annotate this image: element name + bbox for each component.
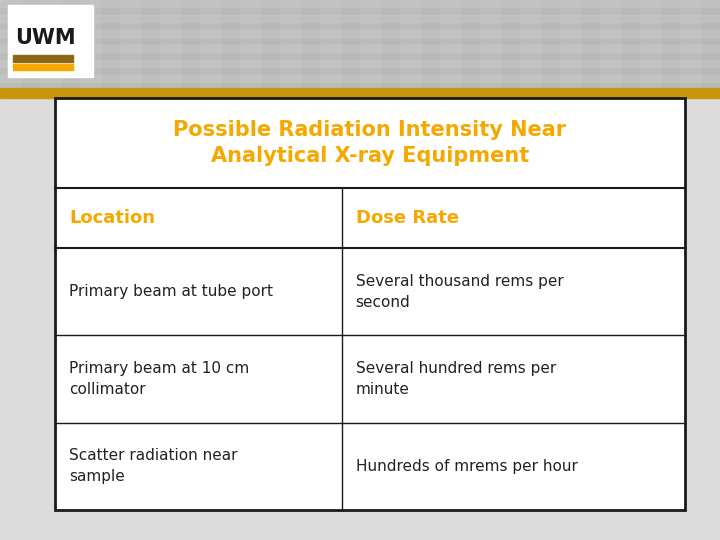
Text: Scatter radiation near
sample: Scatter radiation near sample: [69, 448, 238, 484]
Bar: [680, 0, 700, 93]
Bar: [0, 15, 720, 22]
Bar: [0, 0, 720, 7]
Text: UWM: UWM: [15, 28, 76, 48]
Bar: [0, 45, 720, 52]
Bar: [440, 0, 460, 93]
Bar: [0, 0, 20, 93]
Bar: [160, 0, 180, 93]
Bar: [240, 0, 260, 93]
Bar: [0, 60, 720, 67]
Text: Hundreds of mrems per hour: Hundreds of mrems per hour: [356, 459, 577, 474]
Bar: [200, 0, 220, 93]
Text: Primary beam at 10 cm
collimator: Primary beam at 10 cm collimator: [69, 361, 249, 397]
Bar: [520, 0, 540, 93]
Text: Location: Location: [69, 209, 155, 227]
Bar: [13, 55, 73, 62]
Bar: [560, 0, 580, 93]
Bar: [400, 0, 420, 93]
Bar: [0, 0, 720, 93]
Bar: [120, 0, 140, 93]
Bar: [0, 75, 720, 82]
Bar: [0, 88, 720, 98]
Text: Several thousand rems per
second: Several thousand rems per second: [356, 274, 564, 309]
Bar: [320, 0, 340, 93]
Bar: [640, 0, 660, 93]
Bar: [480, 0, 500, 93]
Bar: [280, 0, 300, 93]
Bar: [13, 64, 73, 70]
Bar: [80, 0, 100, 93]
Bar: [55, 98, 685, 510]
Text: Primary beam at tube port: Primary beam at tube port: [69, 284, 273, 299]
Bar: [600, 0, 620, 93]
Bar: [360, 0, 380, 93]
Bar: [0, 93, 720, 540]
Text: Several hundred rems per
minute: Several hundred rems per minute: [356, 361, 556, 397]
Bar: [40, 0, 60, 93]
Bar: [0, 90, 720, 97]
Bar: [8, 5, 93, 77]
Text: Analytical X-ray Equipment: Analytical X-ray Equipment: [211, 146, 529, 166]
Text: Possible Radiation Intensity Near: Possible Radiation Intensity Near: [174, 120, 567, 140]
Text: Dose Rate: Dose Rate: [356, 209, 459, 227]
Bar: [0, 30, 720, 37]
